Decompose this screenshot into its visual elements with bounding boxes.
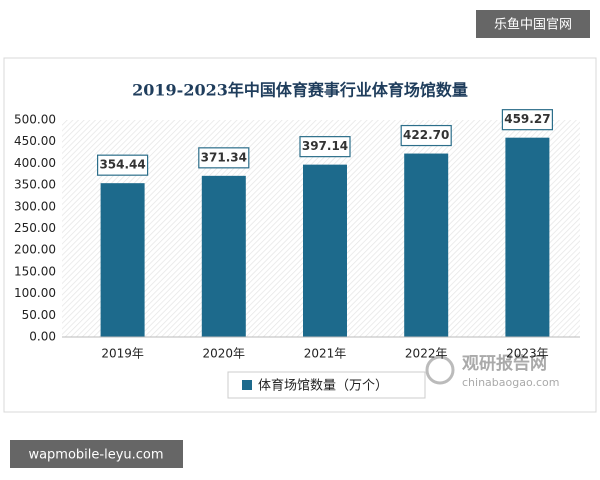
y-tick-label: 0.00 (29, 330, 56, 344)
x-tick-label: 2019年 (101, 347, 144, 361)
y-tick-label: 500.00 (14, 113, 56, 127)
y-tick-label: 450.00 (14, 134, 56, 148)
value-label-box (400, 124, 452, 147)
watermark: wapmobile-leyu.com (28, 448, 163, 463)
watermark: chinabaogao.com (462, 376, 560, 389)
value-label-box (96, 154, 149, 176)
bar (303, 164, 347, 337)
value-label-box (299, 136, 351, 158)
legend-label: 体育场馆数量（万个） (258, 378, 388, 394)
x-tick-label: 2022年 (405, 347, 448, 361)
y-tick-label: 400.00 (14, 156, 56, 170)
value-label: 422.70 (403, 128, 449, 142)
x-tick-label: 2021年 (304, 347, 347, 361)
watermark-box (10, 440, 183, 468)
chart-title: 2019-2023年中国体育赛事行业体育场馆数量 (132, 81, 468, 100)
y-tick-label: 250.00 (14, 221, 56, 235)
y-tick-label: 350.00 (14, 178, 56, 192)
legend-swatch (242, 380, 252, 390)
bar (100, 183, 145, 337)
watermark: 观研报告网 (461, 353, 547, 374)
watermark: 乐鱼中国官网 (494, 17, 572, 33)
bar (404, 153, 449, 337)
watermark-box (476, 10, 590, 38)
bar (201, 175, 246, 337)
y-tick-label: 150.00 (14, 264, 56, 278)
y-tick-label: 50.00 (22, 308, 56, 322)
y-tick-label: 200.00 (14, 243, 56, 257)
value-label: 459.27 (504, 112, 550, 126)
x-tick-label: 2023年 (506, 347, 549, 361)
x-tick-label: 2020年 (203, 347, 246, 361)
value-label: 371.34 (201, 150, 247, 164)
y-tick-label: 300.00 (14, 199, 56, 213)
value-label: 354.44 (99, 158, 145, 172)
y-tick-label: 100.00 (14, 286, 56, 300)
value-label-box (501, 109, 553, 131)
watermark-logo (425, 355, 455, 385)
bar (505, 137, 550, 337)
legend-box (227, 371, 426, 399)
value-label-box (198, 147, 250, 169)
value-label: 397.14 (302, 139, 348, 153)
